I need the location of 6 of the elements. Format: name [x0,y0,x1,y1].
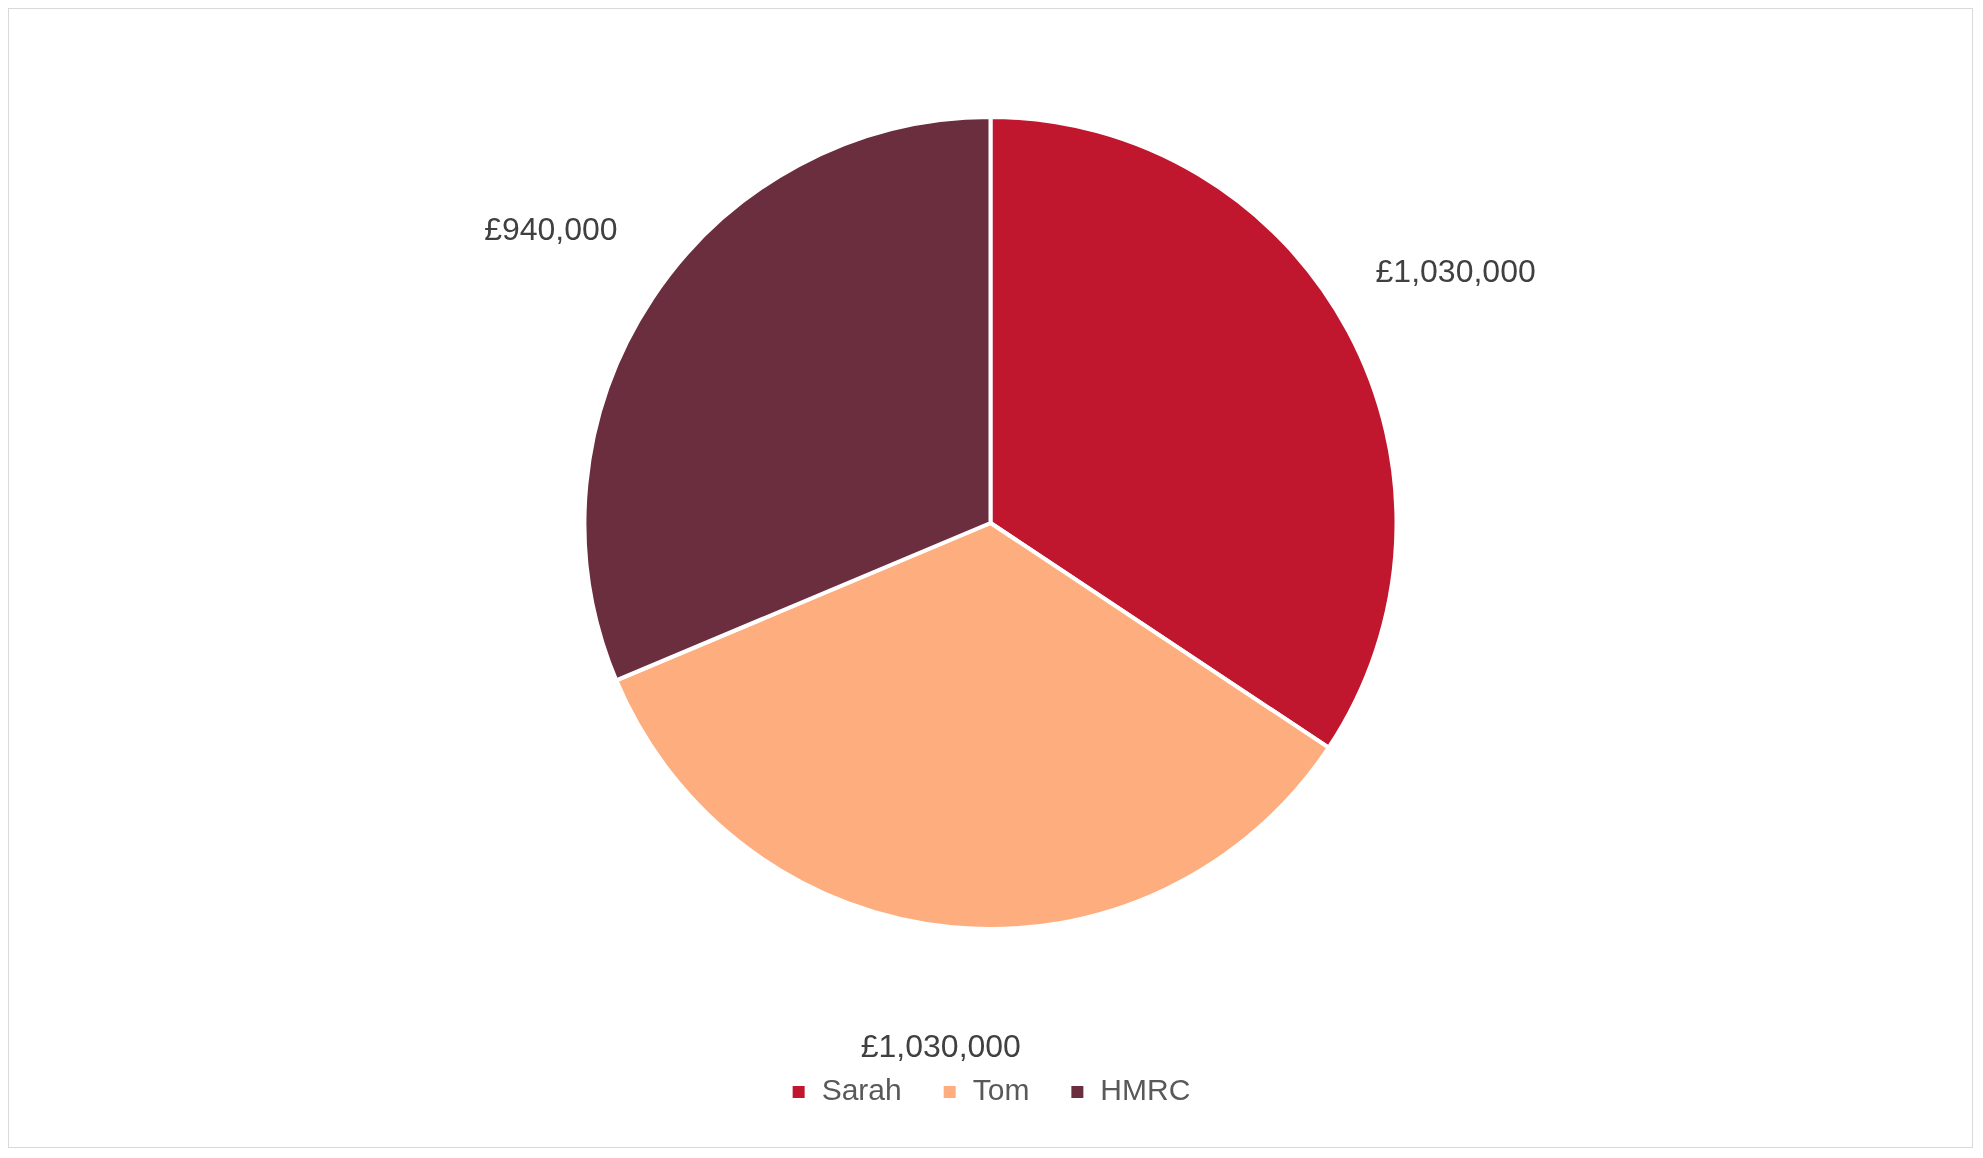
data-label: £1,030,000 [860,1028,1021,1065]
data-label: £1,030,000 [1375,253,1536,290]
legend-label: Sarah [821,1073,902,1107]
data-label: £940,000 [484,210,618,247]
legend-label: Tom [972,1073,1030,1107]
legend-label: HMRC [1100,1073,1191,1107]
